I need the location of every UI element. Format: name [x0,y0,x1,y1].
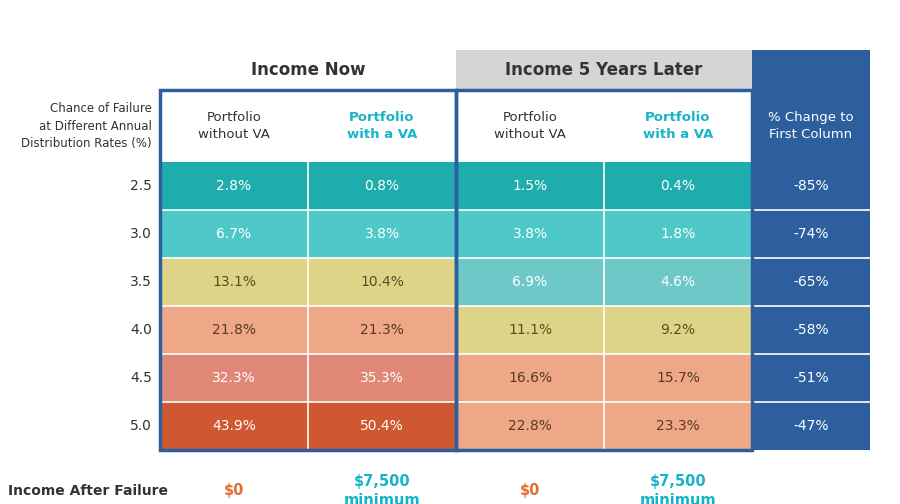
Bar [308,402,456,450]
Bar [160,90,308,162]
Bar [752,210,870,258]
Bar [752,50,870,90]
Bar [456,210,604,258]
Bar [308,90,456,162]
Text: -51%: -51% [793,371,829,385]
Text: Income 5 Years Later: Income 5 Years Later [505,61,703,79]
Text: 1.5%: 1.5% [512,179,547,193]
Text: 35.3%: 35.3% [360,371,404,385]
Text: 3.0: 3.0 [130,227,152,241]
Bar [604,258,752,306]
Text: -85%: -85% [793,179,829,193]
Bar [604,306,752,354]
Bar [456,258,604,306]
Text: % Change to
First Column: % Change to First Column [769,111,854,141]
Text: 9.2%: 9.2% [661,323,696,337]
Bar [308,162,456,210]
Text: 50.4%: 50.4% [360,419,404,433]
Text: 3.8%: 3.8% [364,227,400,241]
Bar [308,258,456,306]
Bar [456,50,752,90]
Text: 0.8%: 0.8% [364,179,400,193]
Text: 16.6%: 16.6% [508,371,552,385]
Text: 4.5: 4.5 [130,371,152,385]
Bar [752,306,870,354]
Bar [160,210,308,258]
Bar [308,354,456,402]
Text: 32.3%: 32.3% [212,371,256,385]
Bar [160,258,308,306]
Bar [456,402,604,450]
Bar [160,162,308,210]
Text: 15.7%: 15.7% [656,371,700,385]
Text: 22.8%: 22.8% [508,419,552,433]
Text: 13.1%: 13.1% [212,275,256,289]
Text: 21.8%: 21.8% [212,323,256,337]
Bar [604,210,752,258]
Text: 3.5: 3.5 [130,275,152,289]
Text: 23.3%: 23.3% [656,419,700,433]
Text: 11.1%: 11.1% [508,323,552,337]
Bar [752,90,870,162]
Bar [160,402,308,450]
Bar [604,354,752,402]
Bar [308,210,456,258]
Text: Portfolio
without VA: Portfolio without VA [198,111,270,141]
Bar [456,354,604,402]
Text: $7,500
minimum: $7,500 minimum [640,474,716,504]
Text: 43.9%: 43.9% [212,419,256,433]
Text: Portfolio
with a VA: Portfolio with a VA [643,111,713,141]
Text: 6.9%: 6.9% [512,275,547,289]
Text: Income After Failure: Income After Failure [8,484,168,498]
Bar [160,354,308,402]
Text: 3.8%: 3.8% [512,227,547,241]
Bar [604,402,752,450]
Text: 10.4%: 10.4% [360,275,404,289]
Text: 0.4%: 0.4% [661,179,696,193]
Bar [604,162,752,210]
Text: $7,500
minimum: $7,500 minimum [344,474,420,504]
Bar [456,90,604,162]
Text: $0: $0 [520,483,540,498]
Bar [160,90,456,450]
Text: 21.3%: 21.3% [360,323,404,337]
Bar [456,306,604,354]
Bar [752,258,870,306]
Bar [752,162,870,210]
Text: 5.0: 5.0 [130,419,152,433]
Bar [456,90,752,450]
Text: -74%: -74% [793,227,829,241]
Text: 6.7%: 6.7% [216,227,252,241]
Text: -47%: -47% [793,419,829,433]
Text: Portfolio
without VA: Portfolio without VA [494,111,566,141]
Text: 2.8%: 2.8% [216,179,252,193]
Text: 4.0: 4.0 [130,323,152,337]
Bar [456,162,604,210]
Text: -58%: -58% [793,323,829,337]
Text: $0: $0 [224,483,244,498]
Bar [752,354,870,402]
Text: 4.6%: 4.6% [661,275,696,289]
Text: Chance of Failure
at Different Annual
Distribution Rates (%): Chance of Failure at Different Annual Di… [22,102,152,150]
Bar [752,402,870,450]
Bar [160,306,308,354]
Text: 1.8%: 1.8% [661,227,696,241]
Text: Portfolio
with a VA: Portfolio with a VA [346,111,418,141]
Bar [160,50,456,90]
Text: -65%: -65% [793,275,829,289]
Text: Income Now: Income Now [251,61,365,79]
Bar [604,90,752,162]
Bar [308,306,456,354]
Text: 2.5: 2.5 [130,179,152,193]
